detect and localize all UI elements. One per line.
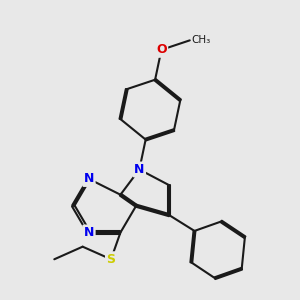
Text: CH₃: CH₃ [191, 35, 211, 45]
Text: O: O [156, 43, 167, 56]
Text: S: S [106, 253, 116, 266]
Text: N: N [134, 163, 145, 176]
Text: N: N [84, 172, 94, 185]
Text: N: N [84, 226, 94, 239]
